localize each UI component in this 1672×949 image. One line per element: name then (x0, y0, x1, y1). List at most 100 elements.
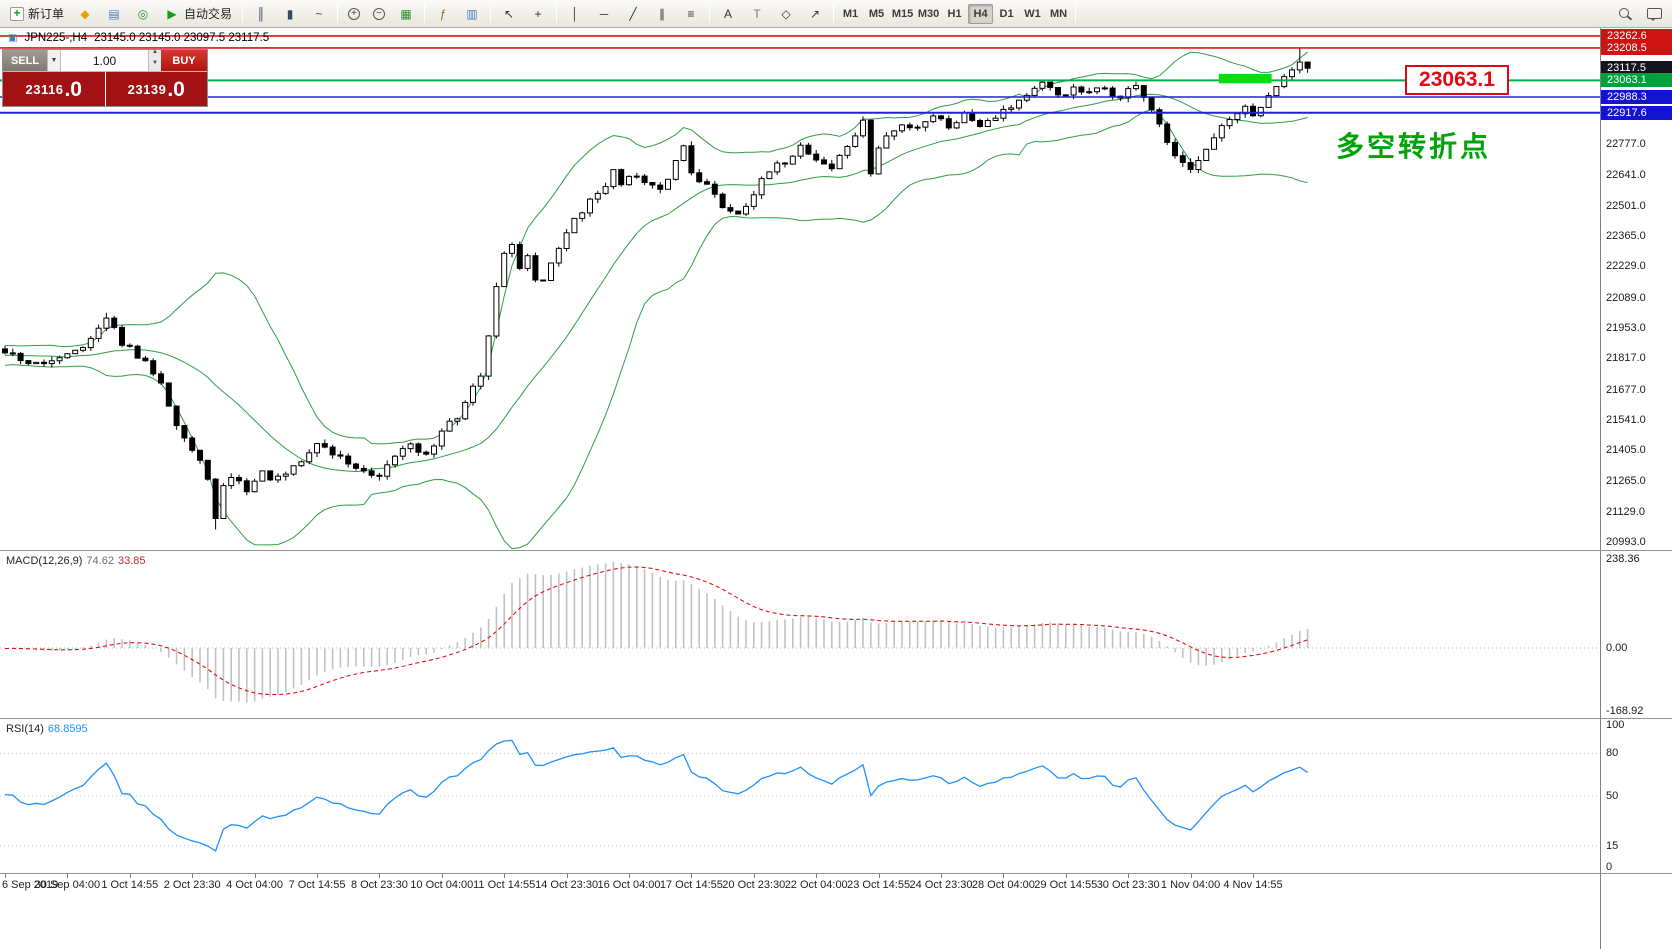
timeframe-w1[interactable]: W1 (1024, 7, 1041, 20)
new-order-button[interactable]: + 新订单 (4, 2, 70, 25)
zoom-out-icon: − (373, 7, 386, 20)
time-label: 6 Sep 2019 (2, 879, 59, 891)
timeframe-m1[interactable]: M1 (842, 7, 859, 20)
ohlc-values: 23145.0 23145.0 23097.5 23117.5 (94, 32, 270, 44)
trendline-button[interactable]: ╱ (619, 2, 647, 25)
timeframe-m15[interactable]: M15 (891, 7, 914, 20)
indicators-button[interactable]: ƒ (429, 2, 457, 25)
fibonacci-icon: ≡ (687, 6, 695, 21)
symbol-period: JPN225-,H4 (24, 32, 88, 44)
rsi-value: 68.8595 (47, 723, 88, 735)
timeframe-m5[interactable]: M5 (868, 7, 885, 20)
shapes-button[interactable]: ◇ (772, 2, 800, 25)
horizontal-line-button[interactable]: ─ (590, 2, 618, 25)
zoom-in-icon: + (348, 7, 361, 20)
price-tick: 21953.0 (1606, 321, 1646, 334)
rsi-tick: 15 (1606, 839, 1619, 852)
macd-name: MACD(12,26,9) (6, 555, 83, 567)
time-tick (317, 874, 318, 878)
refresh-button[interactable]: ◎ (129, 2, 157, 25)
price-tick: 21817.0 (1606, 352, 1646, 365)
label-button[interactable]: T (743, 2, 771, 25)
indicators-icon: ƒ (439, 6, 447, 21)
stepper-up-icon[interactable]: ▲ (152, 49, 158, 55)
channel-icon: ∥ (659, 6, 666, 21)
time-tick (878, 874, 880, 878)
mql5-icon: ◆ (80, 6, 90, 21)
text-icon: A (724, 6, 733, 21)
time-label: 1 Oct 14:55 (101, 879, 159, 891)
arrows-button[interactable]: ↗ (801, 2, 829, 25)
tile-windows-icon: ▦ (400, 6, 412, 21)
buy-price[interactable]: 23139.0 (105, 72, 207, 106)
price-line-label: 23262.6 (1601, 28, 1672, 43)
crosshair-icon: + (534, 6, 542, 21)
panel-separator[interactable] (0, 873, 1672, 874)
price-tick: 22777.0 (1606, 138, 1646, 151)
price-level-callout[interactable]: 23063.1 (1405, 65, 1509, 95)
price-axis[interactable]: 22777.0 22641.0 22501.0 22365.0 22229.0 22089… (1600, 28, 1672, 949)
price-line-label: 22917.6 (1601, 105, 1672, 120)
mql5-button[interactable]: ◆ (71, 2, 99, 25)
time-tick (566, 874, 568, 878)
zoom-out-button[interactable]: − (367, 2, 391, 25)
vertical-line-button[interactable]: │ (561, 2, 589, 25)
time-label: 20 Oct 23:30 (722, 879, 786, 891)
toolbar-separator (424, 4, 426, 23)
time-tick (753, 874, 755, 878)
arrows-icon: ↗ (810, 6, 821, 21)
time-tick (67, 874, 69, 878)
sell-price[interactable]: 23116.0 (3, 72, 105, 106)
macd-panel-canvas[interactable] (0, 551, 1600, 718)
fibonacci-button[interactable]: ≡ (677, 2, 705, 25)
price-line-label: 22988.3 (1601, 90, 1672, 104)
chart-window-icon: ▤ (108, 6, 120, 21)
stepper-down-icon[interactable]: ▼ (152, 59, 158, 66)
timeframe-mn[interactable]: MN (1049, 7, 1068, 20)
line-chart-button[interactable]: ~ (305, 2, 333, 25)
price-line-label: 23063.1 (1601, 73, 1672, 88)
sell-button[interactable]: SELL (3, 50, 47, 71)
channel-button[interactable]: ∥ (648, 2, 676, 25)
timeframe-m30[interactable]: M30 (917, 7, 940, 20)
search-button[interactable] (1611, 2, 1639, 25)
timeframe-h4[interactable]: H4 (968, 3, 994, 24)
chat-button[interactable] (1640, 2, 1668, 25)
rsi-panel-canvas[interactable] (0, 719, 1600, 873)
cursor-button[interactable]: ↖ (495, 2, 523, 25)
play-icon: ▶ (167, 6, 177, 21)
panel-separator[interactable] (0, 550, 1672, 551)
price-chart-canvas[interactable] (0, 28, 1600, 550)
toolbar-separator (709, 4, 711, 23)
time-tick (379, 874, 381, 878)
time-tick (691, 874, 693, 878)
templates-button[interactable]: ▥ (458, 2, 486, 25)
price-line-label: 23208.5 (1601, 40, 1672, 55)
text-button[interactable]: A (714, 2, 742, 25)
zoom-in-button[interactable]: + (342, 2, 366, 25)
candlestick-button[interactable]: ▮ (276, 2, 304, 25)
volume-stepper[interactable]: ▲ ▼ (148, 49, 161, 71)
tile-windows-button[interactable]: ▦ (392, 2, 420, 25)
volume-input[interactable] (61, 50, 148, 71)
time-label: 7 Oct 14:55 (288, 879, 346, 891)
crosshair-button[interactable]: + (524, 2, 552, 25)
one-click-trading-panel: SELL ▼ ▲ ▼ BUY 23116.0 23139.0 (2, 49, 208, 107)
auto-trading-button[interactable]: ▶ 自动交易 (158, 2, 238, 25)
panel-separator[interactable] (0, 718, 1672, 719)
rsi-name: RSI(14) (6, 723, 44, 735)
chart-window-button[interactable]: ▤ (100, 2, 128, 25)
time-axis[interactable]: 6 Sep 2019 30 Sep 04:00 1 Oct 14:55 2 Oct 2… (0, 874, 1600, 949)
sell-price-main: 23116 (25, 81, 64, 97)
rsi-tick: 0 (1606, 861, 1613, 873)
bar-chart-button[interactable]: ║ (247, 2, 275, 25)
volume-dropdown-button[interactable]: ▼ (47, 50, 61, 71)
toolbar-separator (556, 4, 558, 23)
chart-icon: ▣ (8, 32, 18, 44)
timeframe-h1[interactable]: H1 (947, 7, 962, 20)
chart-ohlc-title: ▣ JPN225-,H4 23145.0 23145.0 23097.5 231… (8, 32, 269, 44)
timeframe-d1[interactable]: D1 (999, 7, 1014, 20)
time-label: 2 Oct 23:30 (163, 879, 221, 891)
pivot-note-text[interactable]: 多空转折点 (1336, 131, 1492, 162)
buy-button[interactable]: BUY (161, 50, 207, 71)
